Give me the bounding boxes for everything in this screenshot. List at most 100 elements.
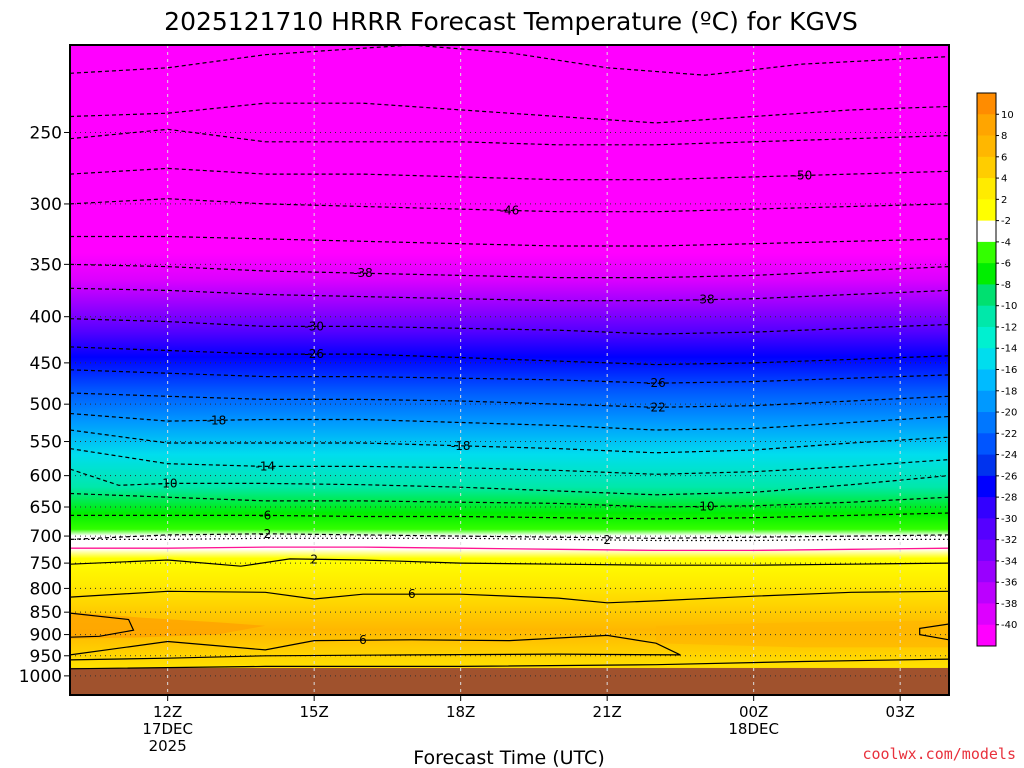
plot-area: -50-46-38-38-30-26-26-22-18-18-14-10-10-… <box>69 44 950 696</box>
colorbar-label: -22 <box>1001 429 1017 440</box>
x-tick-label: 03Z <box>885 703 914 721</box>
credit-link[interactable]: coolwx.com/models <box>862 745 1016 763</box>
y-tick-label: 350 <box>30 255 62 275</box>
contour-line <box>70 128 949 146</box>
colorbar-swatch <box>977 560 996 583</box>
colorbar-swatch <box>977 433 996 455</box>
colorbar-swatch <box>977 348 996 370</box>
colorbar-swatch <box>977 603 996 626</box>
y-tick-label: 700 <box>30 527 62 547</box>
y-axis: 250 300 350 400 450 500 550 600 650 700 750 800 850 9… <box>19 123 70 687</box>
temperature-fill <box>70 45 949 695</box>
colorbar-label: -14 <box>1001 344 1017 355</box>
x-tick-label: 18DEC <box>728 720 779 738</box>
colorbar-swatch <box>977 518 996 541</box>
colorbar-label: -36 <box>1001 578 1017 589</box>
colorbar: 10 8 6 4 2 -2 -4 -6 -8 -10 -12 -14 -16 -18 -20 -22 -24 -2… <box>976 92 1017 647</box>
x-tick-label: 18Z <box>446 703 475 721</box>
colorbar-swatch <box>977 156 996 179</box>
colorbar-label: -26 <box>1001 471 1017 482</box>
y-tick-label: 250 <box>30 123 62 143</box>
colorbar-label: 6 <box>1001 152 1007 163</box>
temperature-field <box>70 45 949 695</box>
contour-line <box>70 658 949 670</box>
colorbar-label: 8 <box>1001 131 1007 142</box>
y-tick-label: 400 <box>30 308 62 328</box>
contour-label: -38 <box>353 266 373 280</box>
contour-line <box>70 448 949 475</box>
colorbar-swatch <box>977 220 996 243</box>
colorbar-swatch <box>977 539 996 562</box>
x-tick-label: 21Z <box>592 703 621 721</box>
contour-line <box>919 623 949 641</box>
x-tick-label: 15Z <box>299 703 328 721</box>
contour-label: 6 <box>359 633 367 647</box>
x-tick-label: 2025 <box>149 737 187 755</box>
y-tick-label: 900 <box>30 626 62 646</box>
contour-label: -22 <box>646 400 666 414</box>
contour-label: -18 <box>451 439 471 453</box>
contour-label: -26 <box>304 347 324 361</box>
colorbar-label: -4 <box>1001 237 1011 248</box>
colorbar-label: -20 <box>1001 408 1017 419</box>
y-tick-label: 650 <box>30 498 62 518</box>
colorbar-swatch <box>977 241 996 264</box>
contour-label: -2 <box>259 527 271 541</box>
y-tick-label: 450 <box>30 354 62 374</box>
contour-label: 6 <box>408 587 416 601</box>
plot-frame <box>69 44 950 696</box>
contour-label: -50 <box>793 168 813 182</box>
freezing-line <box>70 546 949 552</box>
y-tick-label: 800 <box>30 579 62 599</box>
x-tick-label: 00Z <box>739 703 768 721</box>
colorbar-label: -30 <box>1001 514 1017 525</box>
colorbar-swatch <box>977 624 996 647</box>
x-tick-label: 12Z <box>153 703 182 721</box>
contour-label: -46 <box>500 203 520 217</box>
colorbar-label: -18 <box>1001 386 1017 397</box>
y-tick-label: 600 <box>30 467 62 487</box>
colorbar-swatch <box>977 263 996 285</box>
colorbar-swatch <box>977 390 996 413</box>
colorbar-label: -6 <box>1001 259 1011 270</box>
contour-lines: -50-46-38-38-30-26-26-22-18-18-14-10-10-… <box>70 45 949 670</box>
colorbar-swatch <box>977 582 996 604</box>
y-tick-label: 750 <box>30 554 62 574</box>
contour-label: -6 <box>259 508 271 522</box>
contour-label: -10 <box>695 499 715 513</box>
colorbar-label: -12 <box>1001 322 1017 333</box>
colorbar-label: 2 <box>1001 195 1007 206</box>
colorbar-label: -32 <box>1001 535 1017 546</box>
colorbar-swatch <box>977 305 996 328</box>
contour-label: -26 <box>646 376 666 390</box>
contour-line <box>70 468 949 496</box>
contour-line <box>70 590 949 604</box>
colorbar-label: -34 <box>1001 556 1017 567</box>
colorbar-label: -38 <box>1001 599 1017 610</box>
contour-label: -10 <box>158 476 178 490</box>
colorbar-label: -2 <box>1001 216 1011 227</box>
contour-label: 2 <box>310 552 318 566</box>
colorbar-label: -28 <box>1001 493 1017 504</box>
colorbar-label: -8 <box>1001 280 1011 291</box>
colorbar-swatch <box>977 284 996 307</box>
ground-layer <box>70 667 949 695</box>
colorbar-swatch <box>977 199 996 222</box>
warm-core-shading <box>656 620 949 648</box>
colorbar-label: -40 <box>1001 620 1017 631</box>
contour-line <box>70 634 681 661</box>
contour-label: -18 <box>207 413 227 427</box>
colorbar-swatch <box>977 114 996 136</box>
contour-line <box>70 612 135 638</box>
contour-line <box>70 558 949 567</box>
contour-label: -30 <box>304 319 324 333</box>
x-axis-title: Forecast Time (UTC) <box>413 747 604 768</box>
y-tick-label: 1000 <box>19 667 62 687</box>
colorbar-label: 4 <box>1001 174 1007 185</box>
y-tick-label: 950 <box>30 647 62 667</box>
colorbar-swatch <box>977 475 996 498</box>
colorbar-label: -10 <box>1001 301 1017 312</box>
colorbar-swatch <box>977 135 996 158</box>
y-tick-label: 500 <box>30 395 62 415</box>
